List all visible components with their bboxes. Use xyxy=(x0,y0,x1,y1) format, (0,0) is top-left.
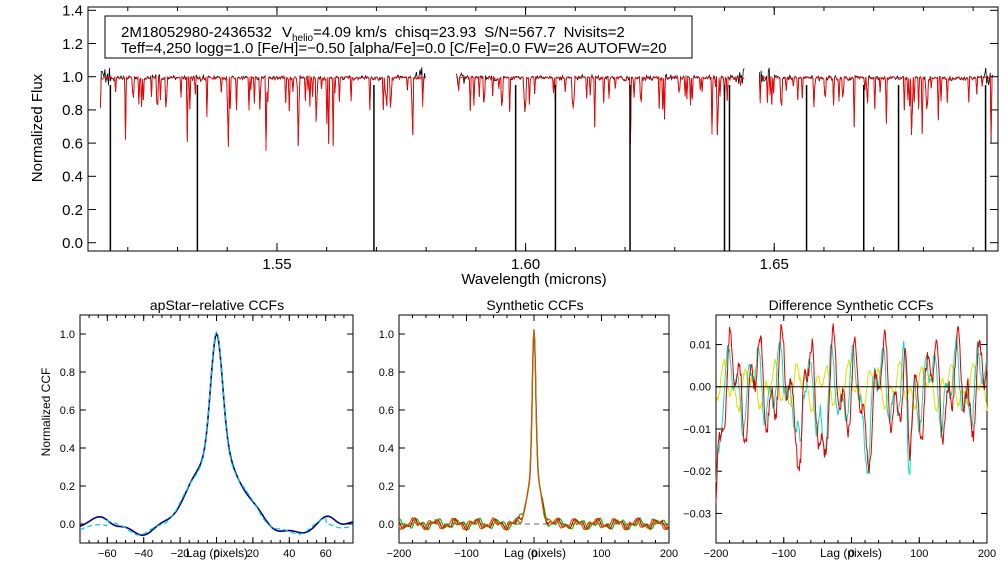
difference-ccf-xlabel: Lag (pixels) xyxy=(820,546,882,560)
y-tick-label: −0.03 xyxy=(683,508,711,520)
y-tick-label: 0.4 xyxy=(379,443,394,455)
v-value: =4.09 km/s xyxy=(313,24,387,41)
spectrum-panel: 1.55 1.60 1.65 0.0 0.2 0.4 0.6 0.8 1.0 1.2 1.4 Wav… xyxy=(29,3,999,288)
y-tick-label: 0.6 xyxy=(62,135,83,152)
v-subscript: helio xyxy=(292,33,314,44)
spectrum-xlabel: Wavelength (microns) xyxy=(461,271,606,288)
ccf-visit-2-line xyxy=(79,330,354,536)
synthetic-ccf-title: Synthetic CCFs xyxy=(486,297,583,313)
y-tick-label: 1.0 xyxy=(60,329,75,341)
y-tick-label: 0.4 xyxy=(60,443,75,455)
apstar-ccf-lines xyxy=(79,330,354,536)
spectrum-ticks: 1.55 1.60 1.65 0.0 0.2 0.4 0.6 0.8 1.0 1.2 1.4 xyxy=(62,3,998,273)
difference-ccf-lines xyxy=(715,323,988,504)
synthetic-ccf-ticks: −200 −100 0 100 200 0.0 0.2 0.4 0.6 0.8 1.0 xyxy=(379,315,678,560)
observed-spectrum-line xyxy=(100,67,426,149)
synthetic-ccf-axes-frame xyxy=(398,314,670,544)
y-tick-label: 0.2 xyxy=(379,481,394,493)
synthetic-ccf-lines xyxy=(398,329,670,532)
y-tick-label: 0.2 xyxy=(62,202,83,219)
difference-ccf-ticks: −200 −100 0 100 200 0.01 0.00 −0.01 −0.02 −0.03 xyxy=(683,315,996,560)
apstar-ccf-ticks: −60 −40 −20 0 20 40 60 0.0 0.2 0.4 0.6 0.8 1.0 xyxy=(60,315,354,560)
x-tick-label: 40 xyxy=(283,548,295,560)
chisq-value: chisq=23.93 xyxy=(395,24,476,41)
y-tick-label: −0.01 xyxy=(683,424,711,436)
spectrum-axes-frame xyxy=(87,6,999,252)
difference-ccf-panel: Difference Synthetic CCFs −200 −100 0 100 20… xyxy=(683,297,996,560)
x-tick-label: −100 xyxy=(771,548,796,560)
x-tick-label: 1.55 xyxy=(262,256,291,273)
x-tick-label: 0 xyxy=(848,548,854,560)
spectrum-annotation: 2M18052980-2436532 Vhelio=4.09 km/s chisq=… xyxy=(104,15,693,59)
x-tick-label: 1.65 xyxy=(760,256,789,273)
model-spectrum-line xyxy=(455,75,745,144)
annotation-line-1: 2M18052980-2436532 Vhelio=4.09 km/s chisq=… xyxy=(121,24,625,44)
synthetic-ccf-red-line xyxy=(398,329,670,532)
y-tick-label: 1.4 xyxy=(62,3,83,20)
difference-ccf-axes-frame xyxy=(715,314,988,544)
y-tick-label: 0.00 xyxy=(690,382,711,394)
synthetic-ccf-panel: Synthetic CCFs −200 −100 0 100 200 0.0 0.2 0.4 0… xyxy=(379,297,678,560)
x-tick-label: −100 xyxy=(454,548,479,560)
star-id: 2M18052980-2436532 xyxy=(121,24,272,41)
annotation-box xyxy=(104,15,693,59)
y-tick-label: 1.0 xyxy=(379,329,394,341)
x-tick-label: −60 xyxy=(98,548,117,560)
y-tick-label: 0.0 xyxy=(62,235,83,252)
y-tick-label: 0.01 xyxy=(690,339,711,351)
x-tick-label: −200 xyxy=(387,548,412,560)
y-tick-label: 1.0 xyxy=(62,69,83,86)
x-tick-label: 0 xyxy=(531,548,537,560)
x-tick-label: 0 xyxy=(213,548,219,560)
x-tick-label: 1.60 xyxy=(511,256,540,273)
apstar-ccf-title: apStar−relative CCFs xyxy=(150,297,284,313)
y-tick-label: 0.0 xyxy=(60,519,75,531)
x-tick-label: −20 xyxy=(171,548,190,560)
x-tick-label: 20 xyxy=(247,548,259,560)
x-tick-label: 100 xyxy=(592,548,610,560)
x-tick-label: −200 xyxy=(704,548,729,560)
x-tick-label: −40 xyxy=(134,548,153,560)
spectrum-lines xyxy=(100,67,994,251)
x-tick-label: 200 xyxy=(660,548,678,560)
apstar-ccf-axes-frame xyxy=(79,314,354,544)
x-tick-label: 60 xyxy=(320,548,332,560)
y-tick-label: 0.2 xyxy=(60,481,75,493)
y-tick-label: −0.02 xyxy=(683,466,711,478)
y-tick-label: 0.4 xyxy=(62,169,83,186)
x-tick-label: 100 xyxy=(910,548,928,560)
sn-value: S/N=567.7 xyxy=(484,24,555,41)
y-tick-label: 0.8 xyxy=(62,102,83,119)
model-spectrum-line xyxy=(758,75,993,138)
apstar-ccf-xlabel: Lag (pixels) xyxy=(186,546,248,560)
y-tick-label: 0.6 xyxy=(379,405,394,417)
annotation-line-2: Teff=4,250 logg=1.0 [Fe/H]=−0.50 [alpha/… xyxy=(121,40,667,57)
apstar-ccf-panel: apStar−relative CCFs −60 −40 −20 0 20 40 60 0.0… xyxy=(39,297,354,560)
apstar-ccf-ylabel: Normalized CCF xyxy=(39,368,53,457)
synthetic-ccf-orange-line xyxy=(398,329,670,531)
y-tick-label: 1.2 xyxy=(62,36,83,53)
nvisits-value: Nvisits=2 xyxy=(564,24,625,41)
difference-ccf-title: Difference Synthetic CCFs xyxy=(769,297,934,313)
x-tick-label: 200 xyxy=(978,548,996,560)
y-tick-label: 0.8 xyxy=(60,367,75,379)
model-spectrum-line xyxy=(100,75,426,152)
difference-ccf-cyan-line xyxy=(715,334,988,483)
difference-ccf-red-line xyxy=(715,323,988,504)
synthetic-ccf-green-line xyxy=(398,334,670,531)
y-tick-label: 0.0 xyxy=(379,519,394,531)
v-label: V xyxy=(282,24,292,41)
spectrum-ylabel: Normalized Flux xyxy=(29,73,46,182)
y-tick-label: 0.8 xyxy=(379,367,394,379)
synthetic-ccf-xlabel: Lag (pixels) xyxy=(504,546,566,560)
ccf-visit-1-line xyxy=(79,332,354,536)
y-tick-label: 0.6 xyxy=(60,405,75,417)
difference-ccf-yellow-line xyxy=(715,358,988,414)
